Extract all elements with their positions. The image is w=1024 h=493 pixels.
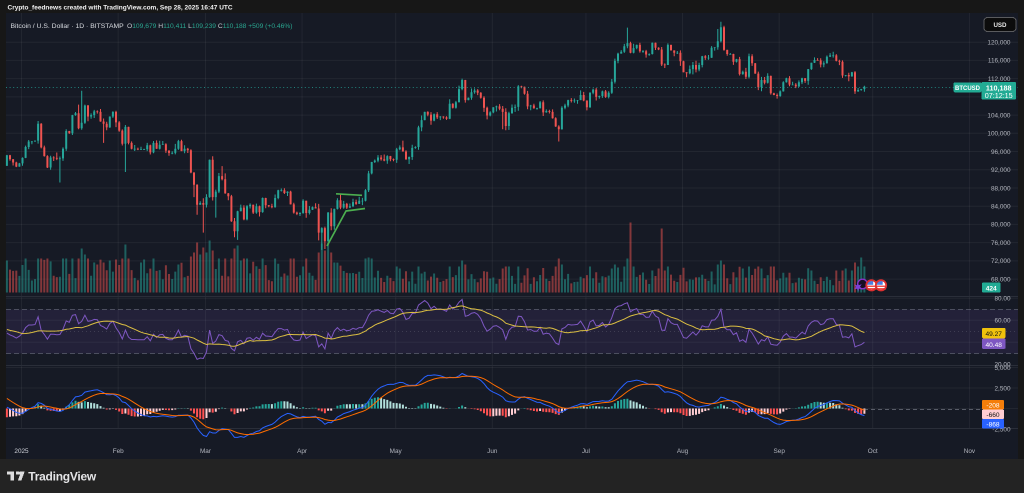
svg-text:100,000: 100,000 <box>987 131 1011 138</box>
svg-text:116,000: 116,000 <box>988 58 1011 65</box>
svg-text:20.00: 20.00 <box>995 362 1011 369</box>
svg-text:112,000: 112,000 <box>988 76 1011 83</box>
svg-text:120,000: 120,000 <box>987 40 1011 47</box>
svg-text:424: 424 <box>986 285 997 292</box>
svg-text:5,000: 5,000 <box>995 365 1011 372</box>
svg-text:Aug: Aug <box>677 448 689 455</box>
svg-text:Crypto_feednews created with T: Crypto_feednews created with TradingView… <box>8 5 233 12</box>
svg-text:88,000: 88,000 <box>991 185 1011 192</box>
svg-text:92,000: 92,000 <box>991 167 1011 174</box>
svg-text:80.00: 80.00 <box>995 296 1011 303</box>
svg-text:76,000: 76,000 <box>991 240 1011 247</box>
svg-text:Feb: Feb <box>113 448 124 455</box>
svg-text:-660: -660 <box>986 412 1000 419</box>
svg-text:49.27: 49.27 <box>985 331 1002 338</box>
svg-text:Jun: Jun <box>487 448 498 455</box>
svg-text:Nov: Nov <box>964 448 976 455</box>
svg-text:Sep: Sep <box>774 448 786 455</box>
svg-text:2025: 2025 <box>14 448 29 455</box>
svg-text:Oct: Oct <box>868 448 878 455</box>
svg-text:80,000: 80,000 <box>991 222 1011 229</box>
svg-text:60.00: 60.00 <box>995 318 1011 325</box>
svg-text:2,500: 2,500 <box>995 385 1011 392</box>
svg-text:May: May <box>390 448 403 455</box>
svg-text:-208: -208 <box>986 403 1000 410</box>
svg-text:68,000: 68,000 <box>991 276 1011 283</box>
svg-text:BTCUSD: BTCUSD <box>955 86 981 92</box>
svg-text:Mar: Mar <box>200 448 212 455</box>
svg-text:110,188: 110,188 <box>986 83 1012 92</box>
svg-text:84,000: 84,000 <box>991 204 1011 211</box>
svg-text:104,000: 104,000 <box>987 112 1011 119</box>
svg-text:96,000: 96,000 <box>991 149 1011 156</box>
svg-text:Apr: Apr <box>297 448 308 455</box>
svg-text:TradingView: TradingView <box>28 469 97 483</box>
svg-text:Bitcoin / U.S. Dollar · 1D · B: Bitcoin / U.S. Dollar · 1D · BITSTAMP <box>11 23 125 30</box>
svg-text:-2,500: -2,500 <box>992 426 1011 433</box>
svg-text:72,000: 72,000 <box>991 258 1011 265</box>
svg-text:40.48: 40.48 <box>985 342 1002 349</box>
svg-text:Jul: Jul <box>582 448 590 455</box>
svg-text:-868: -868 <box>986 422 1000 429</box>
svg-text:07:12:15: 07:12:15 <box>985 91 1013 100</box>
svg-text:O109,679 H110,411 L109,239: O109,679 H110,411 L109,239 C110,188 +509… <box>127 23 293 30</box>
svg-text:USD: USD <box>993 22 1007 29</box>
